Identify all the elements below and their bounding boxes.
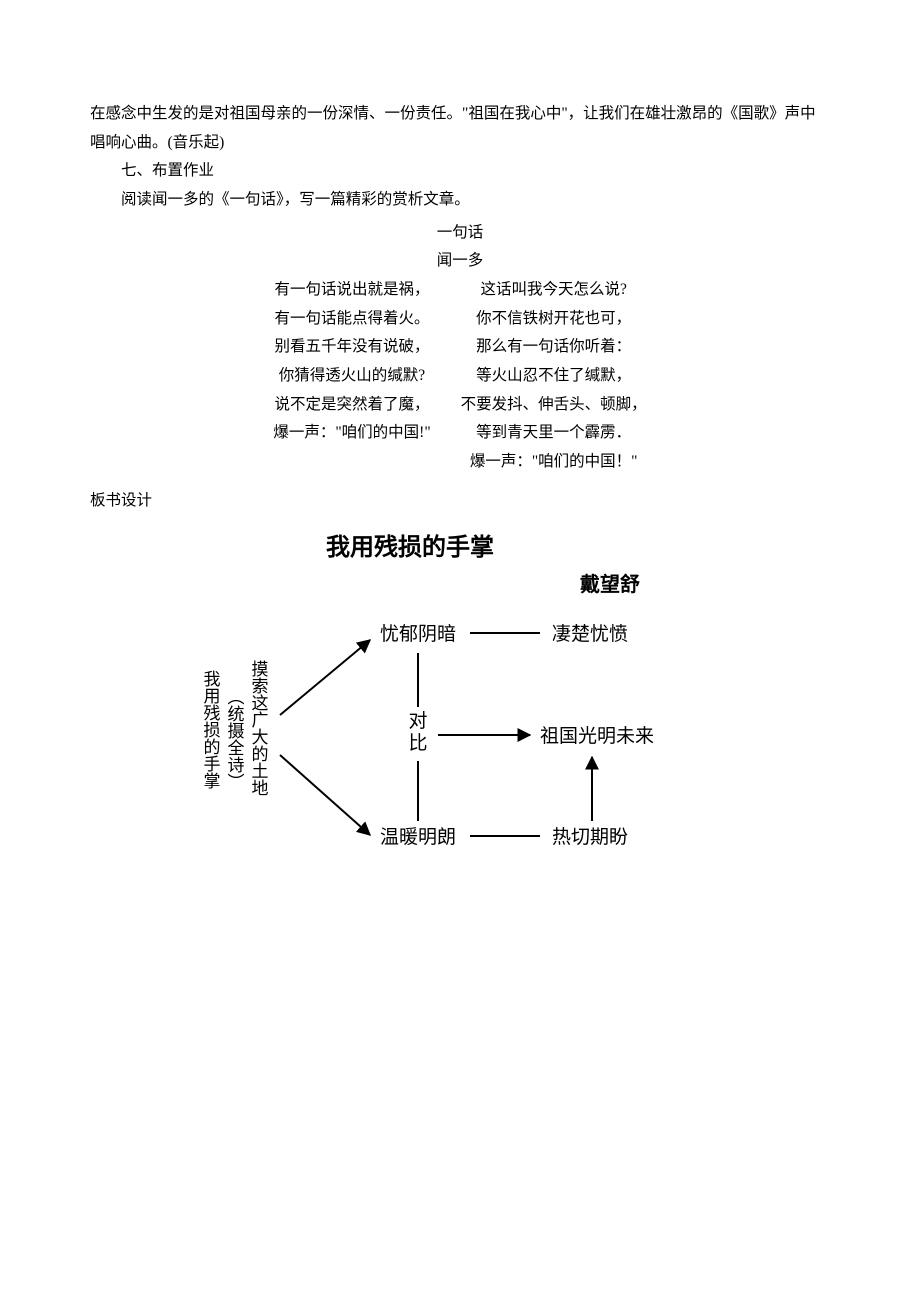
diagram-title: 我用残损的手掌 bbox=[326, 533, 494, 561]
poem-title: 一句话 bbox=[90, 219, 830, 248]
poem-line: 说不定是突然着了魔， bbox=[273, 391, 430, 420]
poem-line: 那么有一句话你听着： bbox=[461, 333, 647, 362]
diagram-left-sub1: （统摄全诗） bbox=[225, 688, 245, 790]
node-mid-right: 祖国光明未来 bbox=[540, 725, 654, 747]
arrow-to-top bbox=[280, 640, 370, 715]
poem-line: 爆一声："咱们的中国!" bbox=[273, 419, 430, 448]
node-bot-right: 热切期盼 bbox=[552, 826, 628, 848]
node-top: 忧郁阴暗 bbox=[380, 623, 456, 645]
poem-line: 你不信铁树开花也可， bbox=[461, 305, 647, 334]
poem-column-right: 这话叫我今天怎么说? 你不信铁树开花也可， 那么有一句话你听着： 等火山忍不住了… bbox=[461, 276, 647, 477]
poem-line: 爆一声："咱们的中国！" bbox=[461, 448, 647, 477]
diagram-author: 戴望舒 bbox=[580, 572, 640, 596]
poem-line: 这话叫我今天怎么说? bbox=[461, 276, 647, 305]
diagram-svg: 我用残损的手掌 戴望舒 我用残损的手掌 （统摄全诗） 摸索这广大的土地 忧郁阴暗… bbox=[180, 525, 740, 885]
node-mid-char1: 对 bbox=[408, 710, 427, 732]
node-mid-char2: 比 bbox=[408, 732, 427, 754]
poem-line: 不要发抖、伸舌头、顿脚， bbox=[461, 391, 647, 420]
page-content: 在感念中生发的是对祖国母亲的一份深情、一份责任。"祖国在我心中"，让我们在雄壮激… bbox=[0, 0, 920, 925]
node-top-right: 凄楚忧愤 bbox=[552, 623, 628, 645]
paragraph-3: 阅读闻一多的《一句话》，写一篇精彩的赏析文章。 bbox=[90, 186, 830, 215]
board-diagram: 我用残损的手掌 戴望舒 我用残损的手掌 （统摄全诗） 摸索这广大的土地 忧郁阴暗… bbox=[90, 525, 830, 885]
poem-line: 你猜得透火山的缄默? bbox=[273, 362, 430, 391]
diagram-left-main: 我用残损的手掌 bbox=[201, 670, 221, 789]
poem-column-left: 有一句话说出就是祸， 有一句话能点得着火。 别看五千年没有说破， 你猜得透火山的… bbox=[273, 276, 430, 477]
poem-line: 等到青天里一个霹雳． bbox=[461, 419, 647, 448]
paragraph-2: 七、布置作业 bbox=[90, 157, 830, 186]
poem-line: 等火山忍不住了缄默， bbox=[461, 362, 647, 391]
paragraph-1: 在感念中生发的是对祖国母亲的一份深情、一份责任。"祖国在我心中"，让我们在雄壮激… bbox=[90, 100, 830, 157]
board-design-label: 板书设计 bbox=[90, 487, 830, 516]
poem-author: 闻一多 bbox=[90, 247, 830, 276]
diagram-left-sub2: 摸索这广大的土地 bbox=[249, 660, 269, 796]
poem-line: 别看五千年没有说破， bbox=[273, 333, 430, 362]
poem-line: 有一句话说出就是祸， bbox=[273, 276, 430, 305]
poem-line: 有一句话能点得着火。 bbox=[273, 305, 430, 334]
node-bot: 温暖明朗 bbox=[380, 826, 456, 848]
arrow-to-bottom bbox=[280, 755, 370, 835]
poem-body: 有一句话说出就是祸， 有一句话能点得着火。 别看五千年没有说破， 你猜得透火山的… bbox=[90, 276, 830, 477]
